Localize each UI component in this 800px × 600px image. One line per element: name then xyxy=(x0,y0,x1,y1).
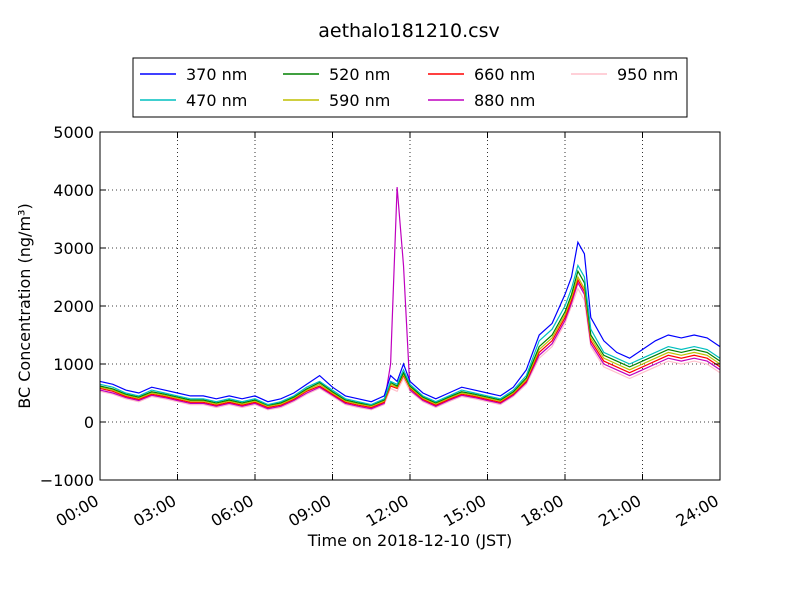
x-tick-label: 12:00 xyxy=(363,491,412,531)
legend-label: 950 nm xyxy=(617,65,678,84)
series-line-590-nm xyxy=(99,275,721,407)
legend-label: 520 nm xyxy=(329,65,390,84)
x-tick-label: 09:00 xyxy=(285,491,334,531)
y-tick-label: 4000 xyxy=(53,181,94,200)
x-tick-label: 24:00 xyxy=(673,491,722,531)
legend-label: 470 nm xyxy=(186,91,247,110)
x-tick-label: 15:00 xyxy=(440,491,489,531)
x-tick-label: 00:00 xyxy=(53,491,102,531)
series-line-660-nm xyxy=(99,278,721,409)
y-tick-label: 2000 xyxy=(53,297,94,316)
y-axis: −1000 0 1000 2000 3000 4000 5000 xyxy=(40,123,720,490)
legend-label: 370 nm xyxy=(186,65,247,84)
x-tick-label: 06:00 xyxy=(208,491,257,531)
series-line-520-nm xyxy=(99,269,721,406)
legend-label: 880 nm xyxy=(474,91,535,110)
legend-label: 660 nm xyxy=(474,65,535,84)
y-tick-label: 0 xyxy=(84,413,94,432)
x-tick-label: 03:00 xyxy=(130,491,179,531)
x-axis-label: Time on 2018-12-10 (JST) xyxy=(307,531,512,550)
y-axis-label: BC Concentration (ng/m³) xyxy=(15,203,34,408)
legend-label: 590 nm xyxy=(329,91,390,110)
legend-box xyxy=(132,57,688,118)
chart-title: aethalo181210.csv xyxy=(318,20,500,42)
y-tick-label: 3000 xyxy=(53,239,94,258)
y-tick-label: 1000 xyxy=(53,355,94,374)
y-tick-label: −1000 xyxy=(40,471,94,490)
series-line-370-nm xyxy=(99,240,721,403)
legend: 370 nm 470 nm 520 nm 590 nm 660 nm 880 nm 950 … xyxy=(132,57,688,118)
x-tick-label: 18:00 xyxy=(518,491,567,531)
series-group xyxy=(99,187,721,411)
series-line-880-nm xyxy=(99,187,721,410)
x-tick-label: 21:00 xyxy=(595,491,644,531)
plot-area: −1000 0 1000 2000 3000 4000 5000 00:00 03:00 06:… xyxy=(40,123,722,531)
y-tick-label: 5000 xyxy=(53,123,94,142)
series-line-470-nm xyxy=(99,263,721,406)
series-line-950-nm xyxy=(99,287,721,411)
